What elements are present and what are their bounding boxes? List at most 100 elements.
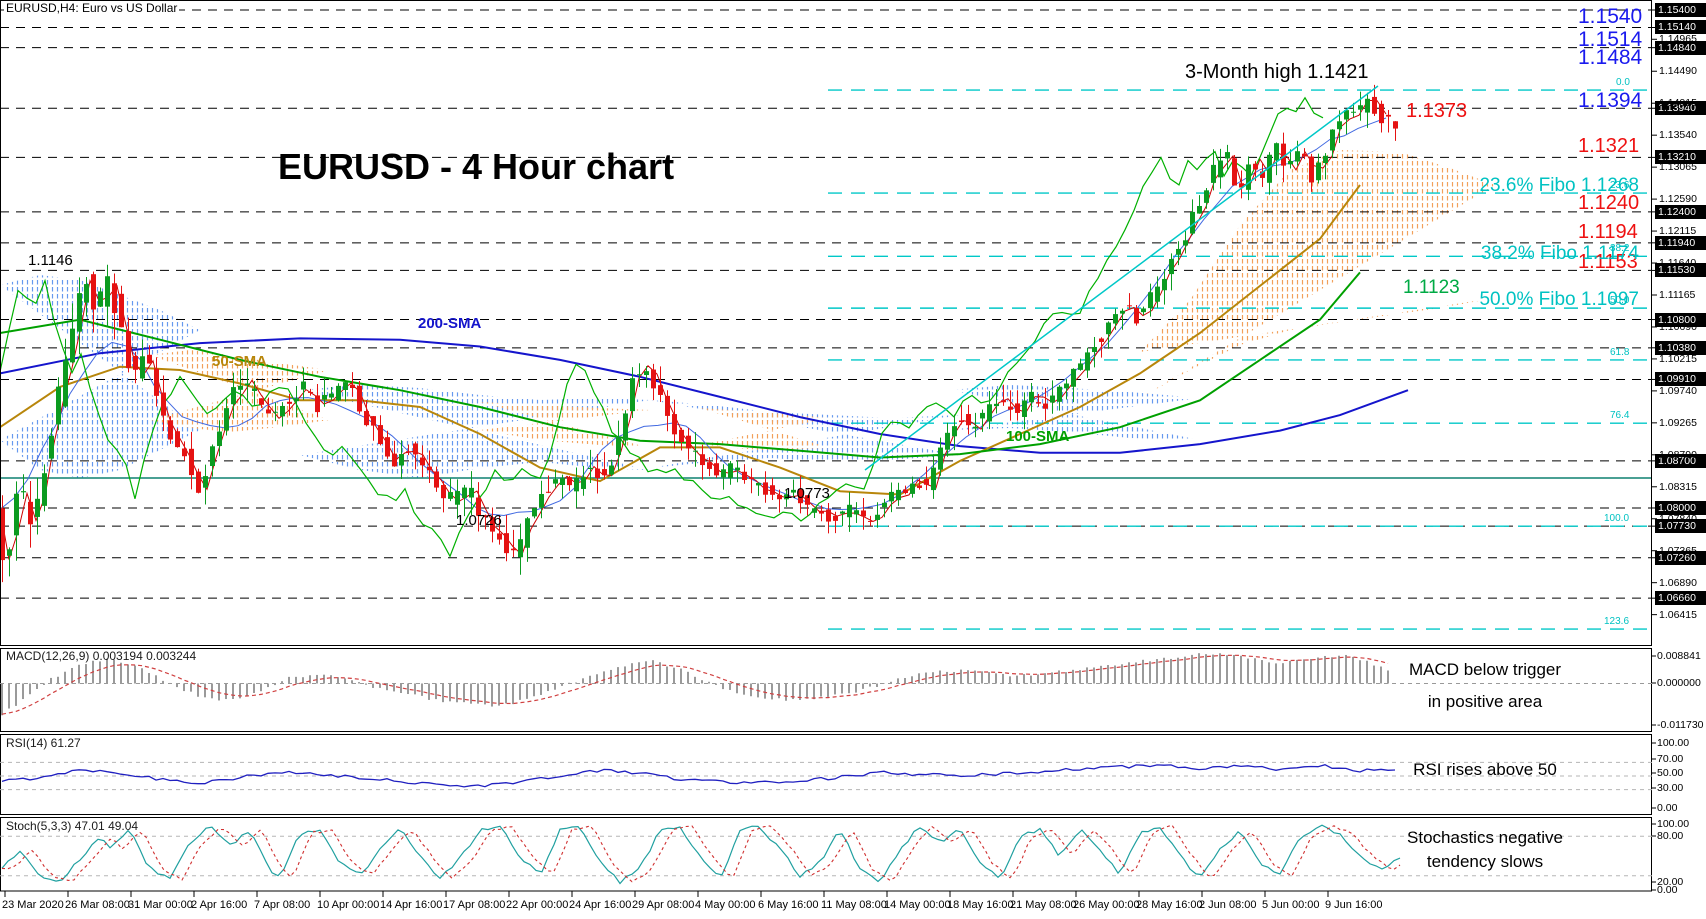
- date-tick-label: 4 May 00:00: [695, 899, 756, 911]
- date-tick-label: 7 Apr 08:00: [254, 899, 311, 911]
- may-low-label: 1.0773: [784, 485, 830, 502]
- price-scale-tick: 1.09265: [1659, 417, 1697, 429]
- current-price-label: 1.1373: [1406, 100, 1468, 122]
- stoch-note-line2: tendency slows: [1426, 852, 1544, 871]
- price-scale-tick: 1.06415: [1659, 609, 1697, 621]
- fibo-pct-label: 23.6: [1610, 180, 1630, 191]
- date-tick-label: 24 Apr 16:00: [569, 899, 632, 911]
- date-tick-label: 11 May 08:00: [821, 899, 887, 911]
- price-scale-box: 1.12400: [1655, 205, 1706, 219]
- fibo-pct-label: 100.0: [1604, 513, 1630, 524]
- date-tick-label: 26 May 00:00: [1073, 899, 1140, 911]
- price-scale-box: 1.07260: [1655, 551, 1706, 565]
- price-scale-box: 1.09910: [1655, 372, 1706, 386]
- date-tick-label: 23 Mar 2020: [2, 899, 64, 911]
- date-tick-label: 22 Apr 00:00: [506, 899, 569, 911]
- price-scale-box: 1.14840: [1655, 41, 1706, 55]
- price-scale-tick: 1.12115: [1659, 225, 1697, 237]
- price-scale-box: 1.07730: [1655, 519, 1706, 533]
- support-label: 1.1153: [1578, 251, 1638, 273]
- date-tick-label: 10 Apr 00:00: [317, 899, 380, 911]
- indicator-scale-value: 0.008841: [1657, 650, 1701, 662]
- price-scale-tick: 1.09740: [1659, 385, 1697, 397]
- indicator-scale-value: 70.00: [1657, 753, 1684, 765]
- price-scale-tick: 1.13065: [1659, 161, 1697, 173]
- price-scale-tick: 1.11640: [1659, 257, 1697, 269]
- date-tick-label: 9 Jun 16:00: [1325, 899, 1383, 911]
- date-tick-label: 31 Mar 00:00: [128, 899, 193, 911]
- three-month-high-annotation: 3-Month high 1.1421: [1185, 61, 1369, 83]
- date-tick-label: 29 Apr 08:00: [632, 899, 695, 911]
- price-scale-tick: 1.12590: [1659, 193, 1697, 205]
- price-scale-tick: 1.13540: [1659, 129, 1697, 141]
- price-scale-tick: 1.10690: [1659, 321, 1697, 333]
- sma50-label: 50-SMA: [212, 353, 268, 370]
- chart-heading: EURUSD - 4 Hour chart: [278, 146, 675, 187]
- price-scale-box: 1.08700: [1655, 454, 1706, 468]
- price-scale-tick: 1.11165: [1659, 289, 1696, 301]
- price-scale-tick: 1.08315: [1659, 481, 1697, 493]
- support-label: 1.1240: [1578, 192, 1640, 214]
- fibo-text-label: 38.2% Fibo 1.1174: [1480, 243, 1639, 264]
- price-scale-box: 1.11530: [1655, 263, 1706, 277]
- price-scale-box: 1.13210: [1655, 150, 1706, 164]
- price-scale-box: 1.08000: [1655, 501, 1706, 515]
- rsi-header: RSI(14) 61.27: [6, 736, 81, 750]
- fibo-pct-label: 123.6: [1604, 616, 1630, 627]
- green-level-label: 1.1123: [1403, 277, 1460, 298]
- resistance-label: 1.1484: [1578, 46, 1643, 69]
- price-scale-tick: 1.14490: [1659, 65, 1697, 77]
- price-scale-tick: 1.08790: [1659, 449, 1697, 461]
- resistance-label: 1.1514: [1578, 28, 1643, 51]
- date-tick-label: 14 May 00:00: [884, 899, 951, 911]
- chart-title: EURUSD,H4: Euro vs US Dollar: [4, 1, 180, 15]
- indicator-scale-value: 0.000000: [1657, 677, 1701, 689]
- date-tick-label: 2 Apr 16:00: [191, 899, 248, 911]
- date-tick-label: 6 May 16:00: [758, 899, 819, 911]
- fibo-pct-label: 61.8: [1610, 347, 1630, 358]
- price-scale-tick: 1.10215: [1659, 353, 1697, 365]
- price-scale-box: 1.15400: [1655, 3, 1706, 17]
- rsi-note: RSI rises above 50: [1413, 760, 1557, 779]
- support-label: 1.1194: [1578, 221, 1638, 243]
- april-low-label: 1.0726: [456, 512, 502, 529]
- indicator-scale-value: 80.00: [1657, 830, 1684, 842]
- indicator-scale-value: 100.00: [1657, 818, 1690, 830]
- sma200-label: 200-SMA: [418, 315, 482, 332]
- date-tick-label: 14 Apr 16:00: [380, 899, 443, 911]
- stoch-note-line1: Stochastics negative: [1407, 828, 1563, 847]
- indicator-scale-value: 0.00: [1657, 884, 1678, 896]
- price-scale-box: 1.11940: [1655, 236, 1706, 250]
- support-label: 1.1321: [1578, 135, 1640, 157]
- sma100-label: 100-SMA: [1006, 428, 1070, 445]
- indicator-scale-value: 0.00: [1657, 802, 1678, 814]
- fibo-text-label: 50.0% Fibo 1.1097: [1479, 289, 1639, 310]
- price-scale-box: 1.15140: [1655, 20, 1706, 34]
- date-tick-label: 2 Jun 08:00: [1199, 899, 1257, 911]
- macd-header: MACD(12,26,9) 0.003194 0.003244: [6, 649, 197, 663]
- march-high-label: 1.1146: [28, 252, 73, 269]
- resistance-label: 1.1394: [1578, 89, 1643, 112]
- date-tick-label: 18 May 16:00: [947, 899, 1014, 911]
- price-scale-box: 1.10800: [1655, 313, 1706, 327]
- indicator-scale-value: 100.00: [1657, 737, 1690, 749]
- fibo-pct-label: 0.0: [1616, 77, 1630, 88]
- macd-note-line2: in positive area: [1427, 692, 1543, 711]
- date-tick-label: 21 May 08:00: [1010, 899, 1077, 911]
- price-scale-box: 1.10380: [1655, 341, 1706, 355]
- indicator-scale-value: 30.00: [1657, 782, 1684, 794]
- date-tick-label: 26 Mar 08:00: [65, 899, 130, 911]
- price-scale-box: 1.13940: [1655, 101, 1706, 115]
- resistance-label: 1.1540: [1578, 5, 1643, 28]
- fibo-pct-label: 50.0: [1610, 295, 1630, 306]
- fibo-pct-label: 38.2: [1610, 243, 1630, 254]
- price-scale-tick: 1.14015: [1659, 97, 1697, 109]
- fibo-text-label: 23.6% Fibo 1.1268: [1479, 175, 1639, 196]
- stoch-header: Stoch(5,3,3) 47.01 49.04: [6, 819, 139, 833]
- date-tick-label: 28 May 16:00: [1136, 899, 1203, 911]
- price-scale-tick: 1.14965: [1659, 33, 1697, 45]
- date-tick-label: 5 Jun 00:00: [1262, 899, 1320, 911]
- price-scale-tick: 1.06890: [1659, 577, 1697, 589]
